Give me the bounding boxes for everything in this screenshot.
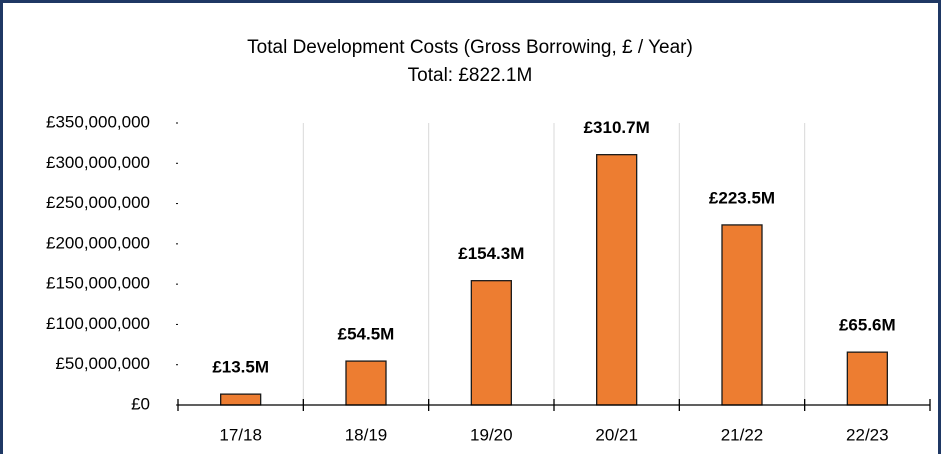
value-label: £154.3M [458, 244, 524, 263]
value-label: £54.5M [338, 325, 395, 344]
x-tick-label: 21/22 [721, 425, 764, 444]
y-tick-label: £200,000,000 [46, 233, 150, 252]
x-tick-label: 17/18 [219, 425, 262, 444]
bar [470, 280, 512, 406]
y-tick-label: £150,000,000 [46, 274, 150, 293]
y-tick-label: £300,000,000 [46, 153, 150, 172]
bar [596, 154, 638, 406]
chart-subtitle: Total: £822.1M [408, 65, 533, 86]
value-label: £13.5M [212, 358, 269, 377]
value-label: £310.7M [584, 118, 650, 137]
value-label: £65.6M [839, 316, 896, 335]
y-tick-label: £250,000,000 [46, 193, 150, 212]
y-tick-label: £50,000,000 [55, 354, 150, 373]
chart-title: Total Development Costs (Gross Borrowing… [247, 37, 693, 58]
bar [846, 351, 888, 406]
bar [721, 224, 763, 406]
y-tick-label: £0 [131, 394, 150, 413]
bar [345, 360, 387, 406]
x-tick-label: 18/19 [345, 425, 388, 444]
value-label: £223.5M [709, 188, 775, 207]
y-tick-label: £350,000,000 [46, 112, 150, 131]
y-tick-label: £100,000,000 [46, 314, 150, 333]
x-tick-label: 22/23 [846, 425, 889, 444]
bar [220, 393, 262, 406]
x-tick-label: 19/20 [470, 425, 513, 444]
x-tick-label: 20/21 [595, 425, 638, 444]
